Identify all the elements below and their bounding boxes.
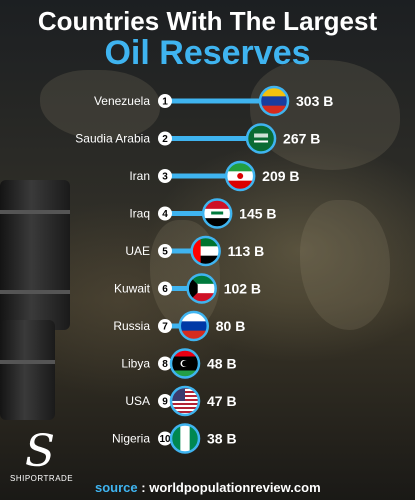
chart-row-usa: USA 9 47 B	[125, 385, 237, 417]
nigeria-flag-icon	[171, 424, 199, 453]
value-label: 102 B	[224, 281, 261, 297]
flag-ring	[169, 385, 201, 417]
country-label: Nigeria	[112, 432, 150, 446]
flag-ring	[190, 235, 221, 267]
flag-ring	[245, 123, 277, 154]
venezuela-flag-icon	[260, 87, 288, 115]
flag-ring	[258, 85, 290, 117]
value-label: 47 B	[207, 393, 237, 409]
rank-marker	[158, 319, 172, 333]
oil-barrel-graphic	[0, 320, 55, 420]
rank-marker	[158, 169, 172, 183]
value-label: 38 B	[207, 431, 237, 447]
rank-marker	[158, 281, 172, 296]
rank-number: 4	[162, 209, 168, 220]
chart-row-uae: UAE 5 113 B	[125, 235, 265, 267]
rank-number: 10	[159, 434, 171, 445]
flag-ring	[169, 423, 201, 454]
rank-marker	[158, 131, 172, 146]
world-map-shape	[40, 70, 160, 140]
country-label: USA	[125, 394, 150, 408]
rank-marker	[158, 244, 172, 258]
iraq-flag-icon	[203, 199, 232, 228]
chart-row-venezuela: Venezuela 1 303 B	[94, 85, 333, 117]
country-label: Venezuela	[94, 94, 150, 108]
flag-ring	[169, 348, 201, 379]
logo-mark-icon: S	[24, 426, 56, 477]
bar	[165, 136, 262, 141]
value-label: 145 B	[239, 206, 276, 222]
flag-ring	[224, 160, 256, 192]
world-map-shape	[300, 200, 390, 330]
rank-marker	[158, 356, 172, 371]
flag-ring	[186, 273, 217, 304]
chart-row-libya: Libya 8 48 B	[121, 348, 237, 379]
oil-barrel-graphic	[0, 180, 70, 330]
title-line-1: Countries With The Largest	[37, 6, 378, 36]
flag-ring	[178, 310, 210, 342]
country-label: Iran	[129, 169, 150, 183]
bar	[165, 98, 274, 104]
rank-marker	[158, 431, 172, 446]
bar	[165, 173, 241, 179]
value-label: 80 B	[216, 318, 246, 334]
chart-row-saudia-arabia: Saudia Arabia 2 267 B	[75, 123, 320, 154]
value-label: 113 B	[228, 243, 265, 259]
rank-number: 5	[162, 247, 168, 258]
rank-number: 2	[162, 134, 168, 145]
title-line-2: Oil Reserves	[104, 34, 311, 72]
logo-brand-text: SHIPORTRADE	[10, 474, 74, 483]
chart-row-iraq: Iraq 4 145 B	[129, 198, 277, 229]
value-label: 209 B	[262, 168, 299, 184]
russia-flag-icon	[179, 312, 208, 340]
source-label: source	[95, 480, 138, 495]
rank-number: 9	[162, 397, 168, 408]
source-line: source : worldpopulationreview.com	[95, 480, 321, 495]
rank-marker	[158, 206, 172, 221]
value-label: 303 B	[296, 93, 333, 109]
rank-number: 1	[162, 97, 168, 108]
country-label: Saudia Arabia	[75, 132, 150, 146]
value-label: 267 B	[283, 131, 320, 147]
chart-row-russia: Russia 7 80 B	[113, 310, 246, 342]
country-label: Iraq	[129, 207, 150, 221]
country-label: Kuwait	[114, 282, 151, 296]
chart-row-nigeria: Nigeria 10 38 B	[112, 423, 237, 454]
country-label: Libya	[121, 357, 150, 371]
libya-flag-icon	[171, 349, 199, 378]
country-label: Russia	[113, 319, 150, 333]
uae-flag-icon	[191, 237, 220, 265]
rank-number: 6	[162, 284, 168, 295]
rank-number: 3	[162, 172, 168, 183]
country-label: UAE	[125, 244, 150, 258]
chart-row-iran: Iran 3 209 B	[129, 160, 300, 192]
source-separator: :	[137, 480, 150, 495]
rank-number: 7	[162, 322, 168, 333]
rank-marker	[158, 94, 172, 108]
chart-row-kuwait: Kuwait 6 102 B	[114, 273, 261, 304]
flag-ring	[201, 198, 233, 229]
shiportrade-logo: S SHIPORTRADE	[10, 426, 74, 484]
rank-marker	[158, 394, 172, 408]
iran-flag-icon	[226, 162, 255, 190]
source-url: worldpopulationreview.com	[149, 480, 321, 495]
value-label: 48 B	[207, 356, 237, 372]
rank-number: 8	[162, 359, 168, 370]
